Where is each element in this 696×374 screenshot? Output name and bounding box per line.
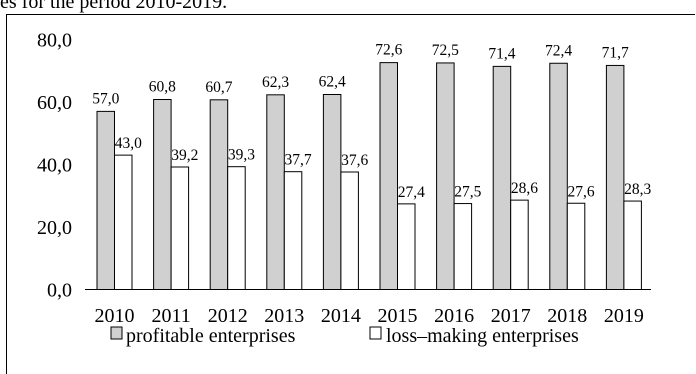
bar-profitable bbox=[153, 99, 172, 290]
x-tick-label: 2014 bbox=[321, 305, 361, 327]
data-label-loss-making: 39,3 bbox=[228, 147, 255, 164]
y-tick-label: 40,0 bbox=[37, 155, 72, 177]
data-label-loss-making: 43,0 bbox=[115, 135, 142, 152]
bar-loss-making bbox=[114, 154, 133, 290]
bar-profitable bbox=[96, 110, 115, 290]
data-label-profitable: 72,6 bbox=[375, 42, 402, 59]
legend-swatch-profitable bbox=[110, 326, 123, 340]
data-label-profitable: 60,8 bbox=[149, 79, 176, 96]
x-tick-label: 2016 bbox=[434, 305, 474, 327]
bar-loss-making bbox=[623, 200, 642, 290]
bar-loss-making bbox=[283, 171, 303, 290]
data-label-loss-making: 37,6 bbox=[341, 152, 368, 169]
legend-label-loss-making: loss–making enterprises bbox=[386, 325, 579, 347]
x-tick-label: 2010 bbox=[95, 305, 135, 327]
y-tick-label: 80,0 bbox=[37, 30, 72, 52]
x-tick-label: 2013 bbox=[264, 305, 304, 327]
bar-loss-making bbox=[510, 199, 529, 290]
data-label-profitable: 60,7 bbox=[205, 79, 232, 96]
data-label-profitable: 57,0 bbox=[92, 90, 119, 107]
data-label-loss-making: 27,6 bbox=[567, 183, 594, 200]
bar-loss-making bbox=[170, 166, 190, 290]
bar-profitable bbox=[436, 62, 455, 290]
bar-loss-making bbox=[397, 203, 416, 290]
legend-label-profitable: profitable enterprises bbox=[126, 325, 296, 347]
data-label-loss-making: 27,5 bbox=[454, 184, 481, 201]
data-label-profitable: 62,4 bbox=[319, 74, 346, 91]
data-label-profitable: 71,7 bbox=[602, 44, 629, 61]
bar-profitable bbox=[379, 62, 398, 290]
bar-loss-making bbox=[227, 166, 246, 290]
bar-profitable bbox=[492, 65, 512, 290]
chart-frame bbox=[6, 14, 695, 374]
x-tick-label: 2018 bbox=[547, 305, 587, 327]
data-label-profitable: 71,4 bbox=[488, 45, 515, 62]
data-label-loss-making: 39,2 bbox=[171, 147, 198, 164]
x-tick-label: 2012 bbox=[208, 305, 248, 327]
x-tick-label: 2017 bbox=[491, 305, 531, 327]
data-label-loss-making: 37,7 bbox=[284, 152, 311, 169]
x-tick-label: 2015 bbox=[378, 305, 418, 327]
y-tick-label: 60,0 bbox=[37, 92, 72, 114]
y-tick-label: 0,0 bbox=[47, 280, 72, 302]
data-label-profitable: 62,3 bbox=[262, 74, 289, 91]
bar-loss-making bbox=[453, 203, 473, 290]
bar-profitable bbox=[209, 99, 229, 290]
data-label-profitable: 72,4 bbox=[545, 42, 572, 59]
legend-swatch-loss-making bbox=[369, 326, 382, 340]
bar-profitable bbox=[322, 94, 342, 290]
y-tick-label: 20,0 bbox=[37, 217, 72, 239]
figure-caption-fragment: es for the period 2010-2019. bbox=[0, 0, 228, 13]
x-tick-label: 2019 bbox=[604, 305, 644, 327]
x-tick-label: 2011 bbox=[151, 305, 190, 327]
bar-profitable bbox=[266, 94, 285, 290]
bar-profitable bbox=[549, 62, 568, 290]
data-label-loss-making: 27,4 bbox=[398, 184, 425, 201]
data-label-loss-making: 28,6 bbox=[511, 180, 538, 197]
bar-profitable bbox=[605, 64, 625, 290]
data-label-loss-making: 28,3 bbox=[624, 181, 651, 198]
bar-loss-making bbox=[566, 202, 586, 290]
data-label-profitable: 72,5 bbox=[432, 42, 459, 59]
bar-loss-making bbox=[340, 171, 359, 290]
